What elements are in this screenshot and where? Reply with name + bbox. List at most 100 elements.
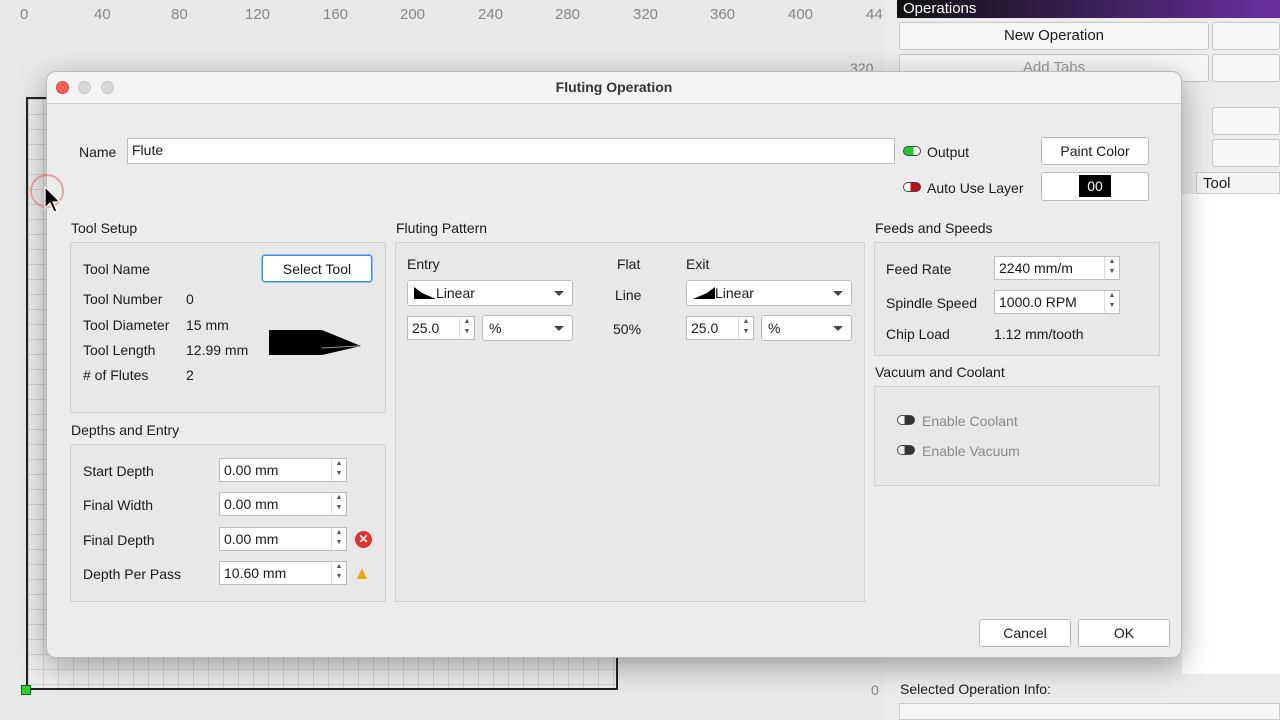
operations-header: Operations xyxy=(897,0,1280,18)
start-depth-label: Start Depth xyxy=(83,463,154,479)
vacuum-coolant-group xyxy=(874,386,1160,486)
feed-rate-input[interactable]: 2240 mm/m ▲ ▼ xyxy=(994,256,1120,280)
origin-marker xyxy=(21,685,31,695)
auto-use-layer-label: Auto Use Layer xyxy=(927,180,1024,196)
stepper-icon[interactable]: ▲ ▼ xyxy=(331,493,346,515)
spindle-speed-label: Spindle Speed xyxy=(886,295,978,311)
name-label: Name xyxy=(79,144,117,160)
flat-label: Flat xyxy=(617,256,641,272)
stepper-icon[interactable]: ▲ ▼ xyxy=(1104,257,1119,279)
panel-button[interactable] xyxy=(1212,22,1280,50)
exit-unit-select[interactable]: % xyxy=(761,315,852,341)
error-icon: ✕ xyxy=(355,531,372,548)
selected-operation-info xyxy=(899,703,1280,720)
paint-color-button[interactable]: Paint Color xyxy=(1041,137,1149,165)
minimize-window-button[interactable] xyxy=(78,81,91,94)
ruler-tick: 280 xyxy=(555,6,581,23)
chip-load-value: 1.12 mm/tooth xyxy=(994,326,1084,342)
feed-rate-value: 2240 mm/m xyxy=(999,260,1073,276)
click-indicator xyxy=(30,174,64,208)
final-depth-input[interactable]: 0.00 mm ▲ ▼ xyxy=(219,527,347,551)
entry-unit-select[interactable]: % xyxy=(482,315,573,341)
spindle-speed-value: 1000.0 RPM xyxy=(999,294,1077,310)
exit-value-input[interactable]: 25.0 ▲ ▼ xyxy=(686,316,754,340)
ruler-tick: 160 xyxy=(323,6,349,23)
tool-number-value: 0 xyxy=(186,291,194,307)
ruler-tick: 0 xyxy=(871,682,879,698)
panel-button[interactable] xyxy=(1212,54,1280,82)
tool-name-label: Tool Name xyxy=(83,261,150,277)
ruler-tick: 80 xyxy=(171,6,188,23)
entry-value-input[interactable]: 25.0 ▲ ▼ xyxy=(407,316,475,340)
exit-value: 25.0 xyxy=(691,320,719,336)
name-input[interactable]: Flute xyxy=(127,138,895,164)
entry-unit-value: % xyxy=(489,320,502,336)
final-width-label: Final Width xyxy=(83,497,154,513)
depths-title: Depths and Entry xyxy=(71,422,180,438)
panel-button[interactable] xyxy=(1212,139,1280,167)
selected-operation-info-label: Selected Operation Info: xyxy=(900,681,1051,697)
tool-profile-icon xyxy=(269,330,361,355)
tool-number-label: Tool Number xyxy=(83,291,163,307)
layer-button[interactable]: 00 xyxy=(1041,172,1149,201)
tool-length-value: 12.99 mm xyxy=(186,342,249,358)
fluting-pattern-title: Fluting Pattern xyxy=(396,220,488,236)
output-toggle[interactable] xyxy=(903,146,921,156)
exit-type-select[interactable]: Linear xyxy=(686,280,852,306)
fluting-operation-dialog: Fluting Operation Name Flute Output Auto… xyxy=(46,71,1182,658)
panel-button[interactable] xyxy=(1212,107,1280,135)
operations-list[interactable] xyxy=(1182,194,1280,674)
column-header-tool[interactable]: Tool xyxy=(1196,172,1280,194)
ruler-tick: 400 xyxy=(788,6,814,23)
new-operation-button[interactable]: New Operation xyxy=(899,22,1209,50)
flat-value: 50% xyxy=(613,321,642,337)
ruler-tick: 44 xyxy=(866,6,883,23)
stepper-icon[interactable]: ▲ ▼ xyxy=(331,562,346,584)
cancel-button[interactable]: Cancel xyxy=(979,619,1071,647)
ruler-tick: 200 xyxy=(400,6,426,23)
flutes-value: 2 xyxy=(186,367,194,383)
ramp-up-icon xyxy=(693,287,715,299)
flat-type-value: Line xyxy=(615,287,642,303)
select-tool-button[interactable]: Select Tool xyxy=(262,255,372,282)
depth-per-pass-label: Depth Per Pass xyxy=(83,566,182,582)
enable-vacuum-toggle[interactable] xyxy=(897,445,915,455)
ramp-down-icon xyxy=(414,287,436,299)
stepper-icon[interactable]: ▲ ▼ xyxy=(331,528,346,550)
enable-vacuum-label: Enable Vacuum xyxy=(922,443,1020,459)
enable-coolant-toggle[interactable] xyxy=(897,415,915,425)
auto-use-layer-toggle[interactable] xyxy=(903,182,921,192)
mouse-cursor-icon xyxy=(44,186,62,213)
final-depth-value: 0.00 mm xyxy=(224,531,279,547)
final-width-input[interactable]: 0.00 mm ▲ ▼ xyxy=(219,492,347,516)
layer-value: 00 xyxy=(1079,175,1111,197)
entry-type-select[interactable]: Linear xyxy=(407,280,573,306)
enable-coolant-label: Enable Coolant xyxy=(922,413,1018,429)
stepper-icon[interactable]: ▲ ▼ xyxy=(1104,291,1119,313)
chip-load-label: Chip Load xyxy=(886,326,950,342)
tool-length-label: Tool Length xyxy=(83,342,156,358)
start-depth-value: 0.00 mm xyxy=(224,462,279,478)
dialog-title: Fluting Operation xyxy=(47,72,1181,104)
vacuum-coolant-title: Vacuum and Coolant xyxy=(875,364,1005,380)
entry-value: 25.0 xyxy=(412,320,440,336)
zoom-window-button[interactable] xyxy=(101,81,114,94)
tool-setup-title: Tool Setup xyxy=(71,220,138,236)
ruler-tick: 240 xyxy=(478,6,504,23)
depth-per-pass-input[interactable]: 10.60 mm ▲ ▼ xyxy=(219,561,347,585)
start-depth-input[interactable]: 0.00 mm ▲ ▼ xyxy=(219,458,347,482)
close-window-button[interactable] xyxy=(56,81,69,94)
flutes-label: # of Flutes xyxy=(83,367,149,383)
depth-per-pass-value: 10.60 mm xyxy=(224,565,287,581)
stepper-icon[interactable]: ▲ ▼ xyxy=(459,317,474,339)
ruler-tick: 320 xyxy=(633,6,659,23)
ok-button[interactable]: OK xyxy=(1078,619,1170,647)
spindle-speed-input[interactable]: 1000.0 RPM ▲ ▼ xyxy=(994,290,1120,314)
exit-label: Exit xyxy=(686,256,710,272)
entry-label: Entry xyxy=(407,256,440,272)
stepper-icon[interactable]: ▲ ▼ xyxy=(738,317,753,339)
ruler-tick: 0 xyxy=(20,6,29,23)
stepper-icon[interactable]: ▲ ▼ xyxy=(331,459,346,481)
tool-diameter-label: Tool Diameter xyxy=(83,317,170,333)
ruler-tick: 360 xyxy=(710,6,736,23)
